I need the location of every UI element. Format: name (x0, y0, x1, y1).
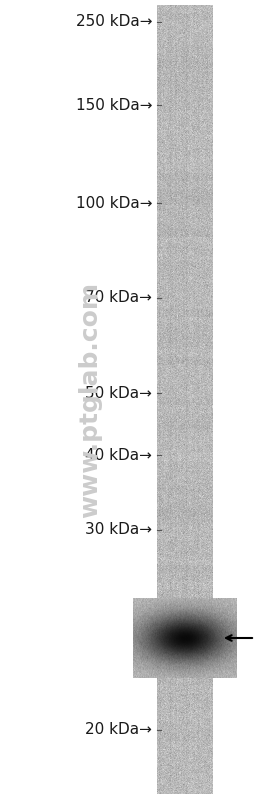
Text: 30 kDa→: 30 kDa→ (85, 523, 152, 538)
Text: 70 kDa→: 70 kDa→ (85, 291, 152, 305)
Text: 20 kDa→: 20 kDa→ (85, 722, 152, 737)
Text: 250 kDa→: 250 kDa→ (76, 14, 152, 30)
Text: www.ptglab.com: www.ptglab.com (78, 282, 102, 518)
Text: 150 kDa→: 150 kDa→ (76, 97, 152, 113)
Text: 100 kDa→: 100 kDa→ (76, 196, 152, 210)
Text: 50 kDa→: 50 kDa→ (85, 385, 152, 400)
Text: 40 kDa→: 40 kDa→ (85, 447, 152, 463)
